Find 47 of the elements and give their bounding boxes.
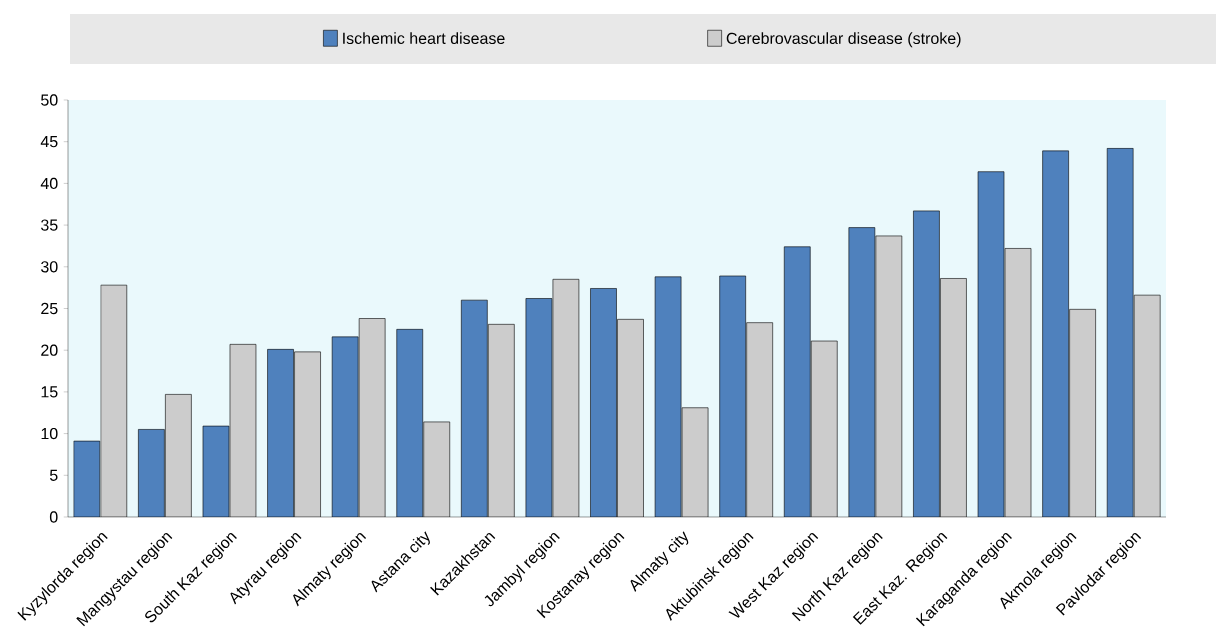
bar xyxy=(1005,248,1032,517)
bar xyxy=(655,276,682,517)
bar xyxy=(461,300,488,517)
bar xyxy=(423,421,450,517)
bar xyxy=(202,426,229,517)
bar xyxy=(1133,294,1161,517)
bar xyxy=(1069,309,1096,517)
bar xyxy=(617,319,644,517)
bar xyxy=(746,322,773,517)
bar xyxy=(73,441,100,517)
bar xyxy=(1106,148,1134,517)
bar xyxy=(294,351,321,517)
bar xyxy=(913,210,940,517)
bar xyxy=(488,324,515,517)
bar xyxy=(978,171,1005,517)
bar xyxy=(229,344,256,517)
bar xyxy=(875,235,902,517)
y-tick-label: 25 xyxy=(41,302,58,315)
bar xyxy=(359,318,386,517)
legend-label: Ischemic heart disease xyxy=(343,32,505,44)
y-tick-label: 15 xyxy=(41,386,58,398)
bar xyxy=(332,336,359,517)
y-tick-label: 35 xyxy=(41,219,58,231)
y-tick-label: 40 xyxy=(40,177,58,189)
y-tick-label: 50 xyxy=(41,94,58,106)
bar xyxy=(138,429,165,517)
y-tick-label: 5 xyxy=(49,469,58,481)
bar xyxy=(848,227,875,517)
bar xyxy=(1042,150,1069,517)
bar xyxy=(396,329,423,517)
bar xyxy=(267,349,294,517)
y-tick-label: 30 xyxy=(41,261,58,273)
bar xyxy=(719,275,746,517)
y-tick-label: 20 xyxy=(41,344,58,356)
y-tick-label: 10 xyxy=(41,427,58,440)
bar xyxy=(811,340,838,517)
bar xyxy=(682,407,709,517)
bar xyxy=(784,246,811,517)
bar xyxy=(590,288,617,517)
bar xyxy=(525,298,552,517)
bar xyxy=(552,279,579,517)
legend-label: Cerebrovascular disease (stroke) xyxy=(726,32,961,48)
bar xyxy=(100,285,127,517)
y-tick-label: 45 xyxy=(40,136,58,148)
y-tick-label: 0 xyxy=(49,511,58,523)
bar xyxy=(940,278,967,517)
bar xyxy=(165,394,192,517)
